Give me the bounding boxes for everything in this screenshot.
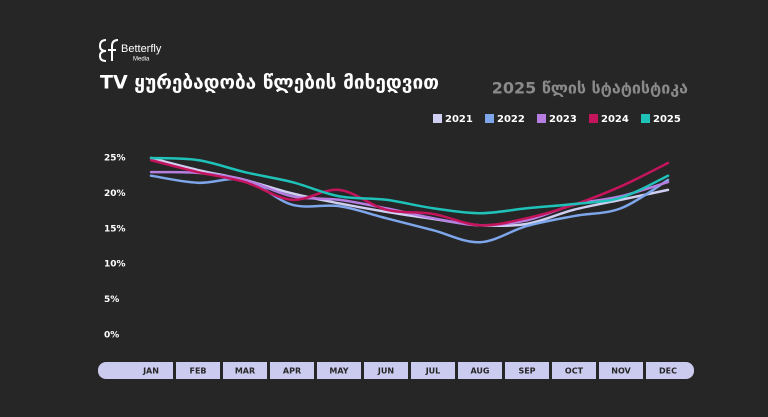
legend-swatch (641, 114, 650, 123)
y-tick-label: 15% (104, 224, 126, 234)
x-tick-label: NOV (611, 367, 631, 376)
legend-label: 2022 (497, 114, 525, 125)
x-tick-label: APR (283, 367, 301, 376)
logo-icon (98, 39, 119, 62)
series-line (149, 174, 670, 244)
legend-swatch (537, 114, 546, 123)
y-tick-label: 0% (104, 331, 119, 341)
y-tick-label: 10% (104, 260, 126, 270)
x-tick-label: OCT (565, 367, 584, 376)
legend-label: 2021 (445, 114, 473, 125)
y-tick-label: 25% (104, 154, 126, 164)
x-tick-label: JUN (377, 367, 394, 376)
legend-label: 2024 (601, 114, 629, 125)
legend-swatch (433, 114, 442, 123)
x-tick-label: JUL (425, 367, 441, 376)
y-tick-label: 5% (104, 295, 119, 305)
x-tick-label: JAN (142, 367, 159, 376)
logo-name: Betterfly (121, 43, 162, 55)
legend-label: 2025 (653, 114, 681, 125)
x-tick-label: SEP (518, 367, 535, 376)
logo-tagline: Media (133, 57, 150, 63)
chart-subtitle: 2025 წლის სტატისტიკა (492, 79, 688, 98)
x-tick-label: MAY (329, 367, 348, 376)
series-line (149, 156, 670, 215)
legend-swatch (589, 114, 598, 123)
x-tick-label: AUG (470, 367, 489, 376)
legend-swatch (485, 114, 494, 123)
x-tick-label: DEC (659, 367, 677, 376)
x-tick-label: FEB (189, 367, 206, 376)
legend-label: 2023 (549, 114, 577, 125)
y-tick-label: 20% (104, 189, 126, 199)
x-axis-bar (98, 362, 694, 379)
chart-title: TV ყურებადობა წლების მიხედვით (100, 72, 439, 94)
x-tick-label: MAR (235, 367, 255, 376)
